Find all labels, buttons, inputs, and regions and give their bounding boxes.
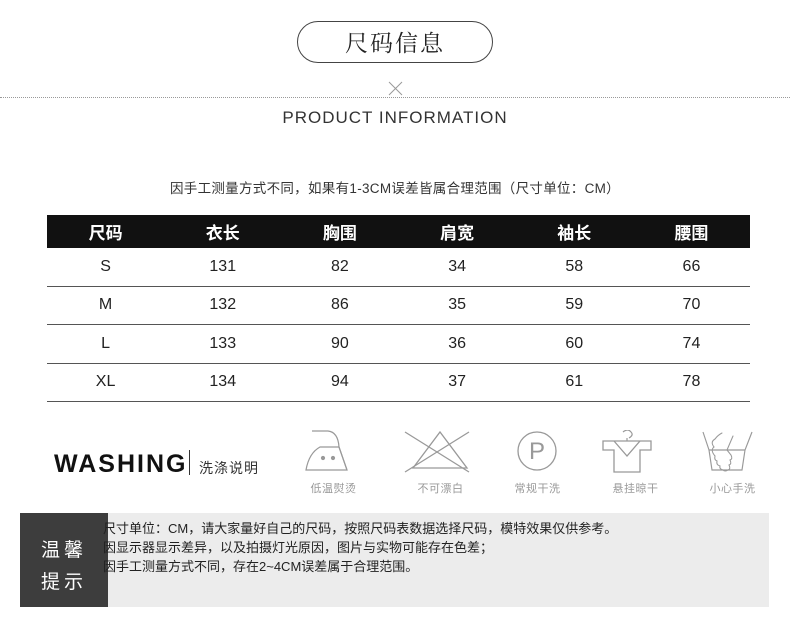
svg-text:P: P	[529, 438, 545, 465]
